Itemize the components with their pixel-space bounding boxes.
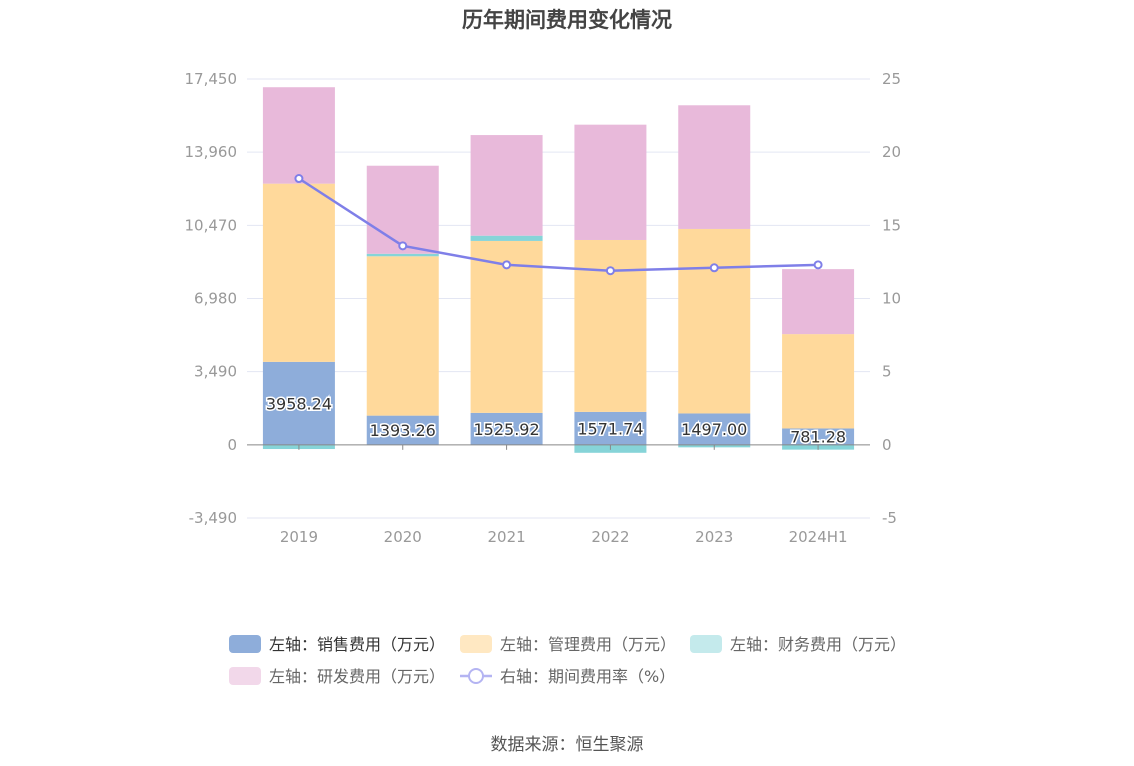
x-tick-label: 2024H1 (789, 528, 848, 546)
legend-label: 左轴：研发费用（万元） (269, 667, 445, 686)
x-tick-label: 2020 (384, 528, 422, 546)
bar-segment (678, 228, 751, 414)
y-left-tick-label: 3,490 (194, 363, 237, 381)
x-tick-label: 2023 (695, 528, 733, 546)
y-left-tick-label: 10,470 (185, 216, 238, 234)
legend-swatch (229, 635, 261, 653)
bar-segment (262, 183, 335, 362)
bar-segment (366, 253, 439, 257)
y-left-tick-label: 17,450 (185, 70, 238, 88)
rate-point (398, 241, 408, 251)
bar-data-label: 3958.24 (266, 394, 332, 413)
chart-title: 历年期间费用变化情况 (462, 8, 672, 32)
data-source: 数据来源：恒生聚源 (490, 735, 644, 755)
y-left-tick-label: 6,980 (194, 290, 237, 308)
rate-point (294, 174, 304, 184)
y-right-tick-label: 0 (882, 436, 892, 454)
legend-swatch (229, 667, 261, 685)
legend-swatch (690, 635, 722, 653)
y-right-tick-label: 20 (882, 143, 901, 161)
bar-segment (262, 361, 335, 445)
bar-segment (782, 334, 855, 429)
rate-point (813, 260, 823, 270)
bar-data-label: 1525.92 (473, 420, 539, 439)
bar-data-label: 1571.74 (577, 419, 643, 438)
legend-label: 左轴：管理费用（万元） (500, 635, 676, 654)
y-right-tick-label: 10 (882, 290, 901, 308)
bar-data-label: 1393.26 (370, 421, 436, 440)
y-right-tick-label: 15 (882, 216, 901, 234)
bar-segment (470, 412, 543, 445)
legend-label: 左轴：销售费用（万元） (269, 635, 445, 654)
x-tick-label: 2022 (591, 528, 629, 546)
bar-segment (262, 87, 335, 184)
bar-segment (782, 428, 855, 445)
legend-label: 左轴：财务费用（万元） (730, 635, 906, 654)
legend-swatch (460, 635, 492, 653)
y-right-tick-label: 5 (882, 363, 892, 381)
rate-point (502, 260, 512, 270)
bar-segment (470, 235, 543, 241)
legend-line-marker (468, 668, 484, 684)
legend-label: 右轴：期间费用率（%） (500, 667, 675, 686)
bar-data-label: 1497.00 (681, 420, 747, 439)
chart-svg: 17,45013,96010,4706,9803,4900-3,49025201… (185, 70, 907, 686)
bar-segment (366, 415, 439, 445)
bar-segment (366, 256, 439, 416)
bar-segment (470, 240, 543, 413)
bar-segment (574, 124, 647, 240)
rate-line (298, 177, 819, 272)
y-left-tick-label: 13,960 (185, 143, 238, 161)
bar-segment (678, 105, 751, 229)
y-left-tick-label: -3,490 (189, 509, 237, 527)
bar-segment (574, 411, 647, 445)
x-tick-label: 2019 (280, 528, 318, 546)
bar-data-label: 781.28 (790, 428, 846, 447)
y-right-tick-label: 25 (882, 70, 901, 88)
x-tick-label: 2021 (487, 528, 525, 546)
y-right-tick-label: -5 (882, 509, 897, 527)
bar-segment (678, 413, 751, 445)
rate-point (605, 266, 615, 276)
bar-segment (470, 135, 543, 236)
bar-segment (574, 239, 647, 412)
bar-segment (366, 165, 439, 254)
bar-segment (782, 269, 855, 335)
rate-point (709, 263, 719, 273)
y-left-tick-label: 0 (227, 436, 237, 454)
